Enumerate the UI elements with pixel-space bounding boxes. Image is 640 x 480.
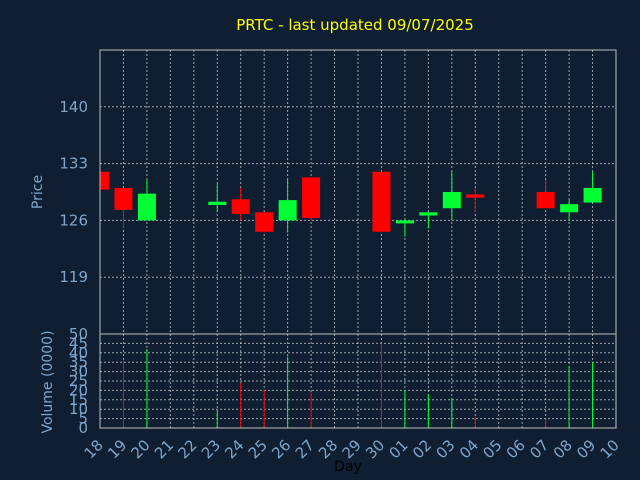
volume-tick-label: 35: [69, 353, 88, 371]
candle-body: [583, 187, 602, 203]
price-axis-label: Price: [30, 175, 46, 209]
x-axis-label: Day: [334, 459, 362, 475]
volume-tick-label: 50: [69, 325, 88, 343]
price-tick-label: 126: [59, 211, 88, 229]
volume-panel-frame: [99, 333, 617, 429]
candle-body: [278, 200, 297, 221]
x-tick-label: 04: [456, 436, 482, 462]
candle-body: [231, 199, 250, 214]
x-tick-label: 05: [479, 436, 505, 462]
candle-body: [372, 171, 391, 232]
x-tick-label: 02: [409, 436, 435, 462]
x-tick-label: 27: [292, 436, 318, 462]
x-tick-label: 18: [81, 436, 107, 462]
x-tick-label: 30: [362, 436, 388, 462]
candle-body: [114, 187, 133, 210]
x-tick-label: 24: [221, 436, 247, 462]
x-tick-label: 01: [386, 436, 412, 462]
chart-title: PRTC - last updated 09/07/2025: [236, 16, 474, 34]
x-tick-label: 06: [503, 436, 529, 462]
volume-tick-label: 45: [69, 334, 88, 352]
price-tick-label: 119: [59, 268, 88, 286]
candle-body: [255, 212, 274, 232]
candle-body: [466, 194, 485, 198]
candle-body: [208, 201, 227, 205]
x-tick-label: 03: [432, 436, 458, 462]
volume-tick-label: 10: [69, 400, 88, 418]
volume-tick-label: 15: [69, 391, 88, 409]
x-tick-label: 21: [151, 436, 177, 462]
x-tick-label: 07: [526, 436, 552, 462]
volume-tick-label: 40: [69, 344, 88, 362]
candle-body: [302, 177, 321, 218]
candle-body: [536, 192, 555, 209]
price-tick-label: 133: [59, 155, 88, 173]
volume-tick-label: 30: [69, 363, 88, 381]
volume-tick-label: 5: [78, 410, 88, 428]
x-tick-label: 20: [128, 436, 154, 462]
volume-tick-label: 0: [78, 419, 88, 437]
price-axis-ticks: 119 126 133 140: [59, 98, 88, 286]
candle-body: [442, 192, 461, 209]
volume-tick-label: 25: [69, 372, 88, 390]
x-tick-label: 25: [245, 436, 271, 462]
x-tick-label: 22: [174, 436, 200, 462]
candlesticks: [99, 171, 602, 237]
price-tick-label: 140: [59, 98, 88, 116]
x-tick-label: 09: [573, 436, 599, 462]
candle-body: [100, 171, 109, 190]
volume-axis-label: Volume (0000): [40, 330, 56, 433]
x-tick-label: 10: [597, 436, 623, 462]
x-tick-label: 19: [104, 436, 130, 462]
candle-body: [560, 204, 579, 213]
volume-tick-label: 20: [69, 381, 88, 399]
volume-gridlines: [100, 333, 616, 429]
candle-body: [137, 193, 156, 221]
candle-body: [395, 220, 414, 224]
candle-body: [419, 212, 438, 216]
x-tick-label: 08: [550, 436, 576, 462]
x-tick-label: 26: [268, 436, 294, 462]
volume-bars: [122, 343, 594, 428]
x-tick-label: 23: [198, 436, 224, 462]
